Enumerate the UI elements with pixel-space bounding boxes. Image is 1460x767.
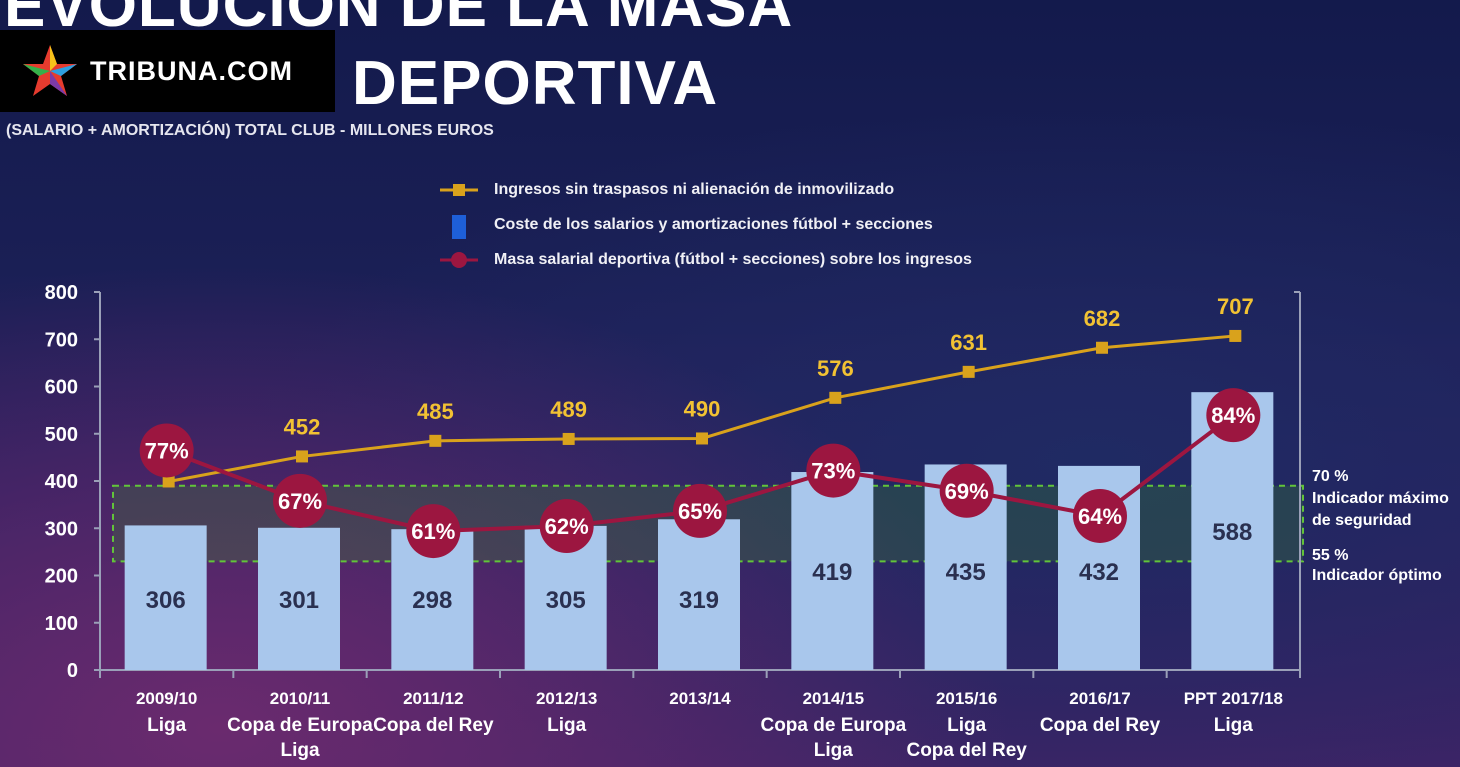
- ratio-point: [539, 499, 594, 554]
- income-point: [962, 365, 975, 378]
- opt-indicator-pct: 55 %: [1312, 547, 1349, 564]
- x-category-sublabel: Liga: [280, 740, 319, 761]
- income-value-label: 631: [950, 330, 987, 355]
- y-tick-label: 300: [45, 518, 78, 540]
- bar-value-label: 319: [679, 587, 719, 614]
- bar-value-label: 432: [1079, 559, 1119, 586]
- max-indicator-pct: 70 %: [1312, 468, 1349, 485]
- legend-label-income: Ingresos sin traspasos ni alienación de …: [494, 180, 895, 198]
- tribuna-logo[interactable]: TRIBUNA.COM: [0, 30, 335, 112]
- x-category-sublabel: Liga: [947, 715, 986, 736]
- x-category-sublabel: Liga: [814, 740, 853, 761]
- income-point: [296, 450, 308, 463]
- x-category-label: 2012/13: [536, 689, 597, 708]
- x-category-sublabel: Liga: [1214, 715, 1253, 736]
- x-category-sublabel: Copa de Europa: [227, 715, 373, 736]
- x-category-label: 2011/12: [403, 689, 464, 708]
- bar: [658, 519, 740, 670]
- max-indicator-label-2: de seguridad: [1312, 512, 1412, 529]
- x-category-sublabel: Liga: [547, 715, 586, 736]
- income-point: [829, 391, 842, 404]
- income-point: [162, 475, 175, 488]
- legend-item-income: Ingresos sin traspasos ni alienación de …: [440, 172, 972, 207]
- y-tick-label: 600: [45, 377, 78, 399]
- ratio-value-label: 62%: [545, 514, 589, 539]
- x-category-sublabel: Copa del Rey: [906, 740, 1027, 761]
- bar-value-label: 298: [412, 587, 452, 614]
- income-point: [1229, 329, 1242, 342]
- ratio-value-label: 77%: [145, 438, 189, 463]
- legend-line-circle-icon: [440, 250, 478, 270]
- legend-item-ratio: Masa salarial deportiva (fútbol + seccio…: [440, 242, 972, 277]
- ratio-point: [1073, 488, 1127, 543]
- bar-value-label: 301: [279, 587, 319, 614]
- x-category-label: 2015/16: [936, 689, 997, 708]
- ratio-value-label: 67%: [278, 489, 322, 514]
- income-value-label: 485: [417, 399, 454, 424]
- x-category-label: PPT 2017/18: [1184, 689, 1283, 708]
- income-value-label: 682: [1084, 306, 1121, 331]
- x-category-sublabel: Copa del Rey: [373, 715, 494, 736]
- x-category-sublabel: Copa de Europa: [760, 715, 906, 736]
- x-category-label: 2016/17: [1069, 689, 1130, 708]
- x-category-label: 2010/11: [270, 689, 331, 708]
- chart-subtitle: (SALARIO + AMORTIZACIÓN) TOTAL CLUB - MI…: [6, 122, 494, 139]
- x-category-label: 2013/14: [669, 689, 731, 708]
- ratio-point: [406, 504, 461, 559]
- bar-value-label: 588: [1212, 519, 1252, 546]
- income-value-label: 452: [284, 414, 321, 439]
- income-value-label: 707: [1217, 294, 1254, 319]
- income-value-label: 489: [550, 397, 587, 422]
- logo-text: TRIBUNA.COM: [90, 55, 293, 86]
- income-point: [429, 434, 442, 447]
- y-tick-label: 0: [67, 660, 78, 682]
- legend-line-square-icon: [440, 180, 478, 200]
- ratio-point: [273, 473, 327, 528]
- bar-value-label: 305: [546, 587, 586, 614]
- y-tick-label: 100: [45, 613, 78, 635]
- income-value-label: 490: [684, 396, 721, 421]
- y-tick-label: 400: [45, 471, 78, 493]
- max-indicator-label-1: Indicador máximo: [1312, 490, 1449, 507]
- ratio-value-label: 69%: [945, 479, 989, 504]
- star-logo-icon: [23, 45, 77, 96]
- y-tick-label: 800: [45, 282, 78, 304]
- page-title-line2: DEPORTIVA: [352, 49, 719, 118]
- y-tick-label: 500: [45, 424, 78, 446]
- ratio-point: [673, 483, 727, 538]
- x-category-sublabel: Liga: [147, 715, 186, 736]
- income-value-label: 576: [817, 356, 854, 381]
- bar-value-label: 435: [946, 559, 986, 586]
- legend-label-ratio: Masa salarial deportiva (fútbol + seccio…: [494, 250, 972, 268]
- ratio-value-label: 65%: [678, 499, 722, 524]
- legend: Ingresos sin traspasos ni alienación de …: [440, 172, 972, 277]
- ratio-value-label: 61%: [411, 519, 455, 544]
- ratio-point: [939, 463, 994, 518]
- y-tick-label: 700: [45, 329, 78, 351]
- x-category-sublabel: Copa del Rey: [1040, 715, 1161, 736]
- x-category-label: 2009/10: [136, 689, 197, 708]
- bar: [791, 472, 874, 670]
- bar: [258, 527, 340, 670]
- ratio-point: [806, 443, 861, 498]
- legend-label-cost: Coste de los salarios y amortizaciones f…: [494, 215, 933, 233]
- income-point: [562, 432, 575, 445]
- bar: [124, 525, 207, 670]
- ratio-value-label: 84%: [1211, 403, 1255, 428]
- ratio-value-label: 64%: [1078, 504, 1122, 529]
- x-category-label: 2014/15: [803, 689, 864, 708]
- legend-item-cost: Coste de los salarios y amortizaciones f…: [440, 207, 972, 242]
- ratio-value-label: 73%: [811, 459, 855, 484]
- bar-value-label: 419: [812, 559, 852, 586]
- y-tick-label: 200: [45, 566, 78, 588]
- income-point: [1096, 341, 1108, 354]
- ratio-point: [1206, 388, 1261, 443]
- legend-bar-icon: [440, 214, 478, 239]
- ratio-point: [139, 423, 194, 478]
- opt-indicator-label: Indicador óptimo: [1312, 567, 1442, 584]
- bar-value-label: 306: [146, 587, 186, 614]
- income-point: [696, 432, 708, 445]
